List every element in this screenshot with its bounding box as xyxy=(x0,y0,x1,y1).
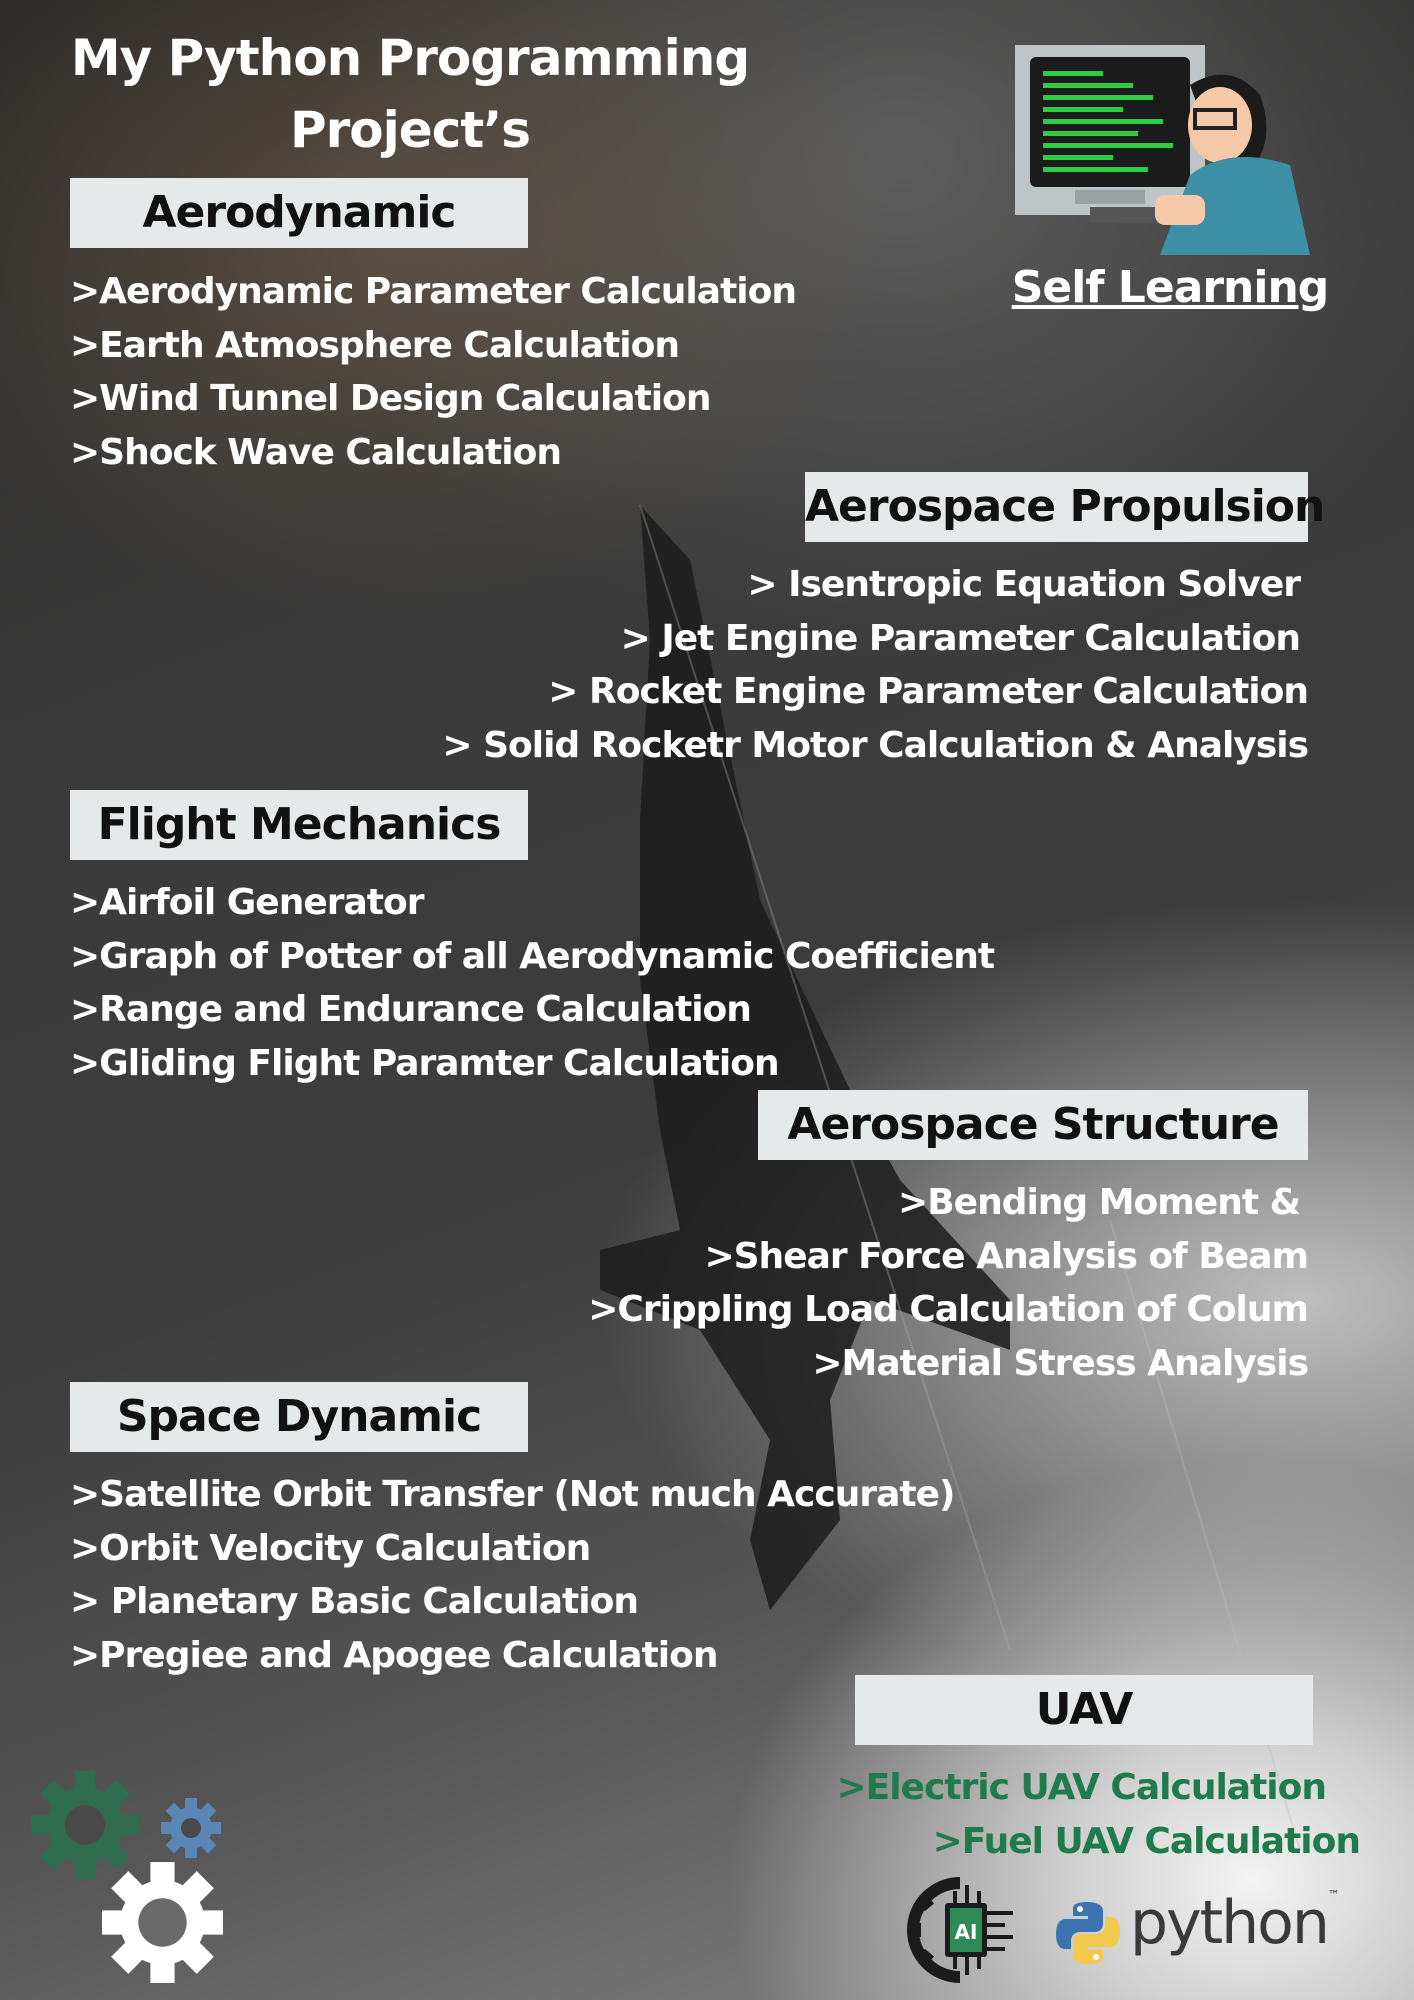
programmer-computer-icon xyxy=(1015,45,1310,255)
ai-chip-icon: AI xyxy=(907,1877,1013,1983)
list-item: > Jet Engine Parameter Calculation xyxy=(620,617,1301,659)
gear-icon xyxy=(161,1798,221,1858)
list-item: >Satellite Orbit Transfer (Not much Accu… xyxy=(70,1474,955,1515)
list-item: >Wind Tunnel Design Calculation xyxy=(70,378,711,419)
list-item: > Planetary Basic Calculation xyxy=(70,1581,639,1622)
list-item: >Fuel UAV Calculation xyxy=(932,1820,1361,1862)
space-dynamic-list: >Satellite Orbit Transfer (Not much Accu… xyxy=(70,1468,955,1682)
structure-list: >Bending Moment & >Shear Force Analysis … xyxy=(588,1176,1309,1390)
list-item: >Crippling Load Calculation of Colum xyxy=(588,1289,1309,1330)
flight-mechanics-list: >Airfoil Generator >Graph of Potter of a… xyxy=(70,876,995,1090)
list-item: >Airfoil Generator xyxy=(70,882,424,923)
python-logo-icon xyxy=(1056,1902,1120,1964)
list-item: >Orbit Velocity Calculation xyxy=(70,1527,591,1569)
self-learning-label: Self Learning xyxy=(1011,262,1330,313)
section-heading-structure: Aerospace Structure xyxy=(758,1090,1308,1160)
list-item: >Earth Atmosphere Calculation xyxy=(70,324,680,366)
section-heading-uav: UAV xyxy=(855,1675,1313,1745)
section-heading-propulsion: Aerospace Propulsion xyxy=(805,472,1325,542)
list-item: >Range and Endurance Calculation xyxy=(70,989,752,1030)
list-item: >Electric UAV Calculation xyxy=(836,1767,1327,1808)
gear-icon xyxy=(31,1771,139,1879)
python-text: python xyxy=(1130,1888,1330,1958)
uav-list: >Electric UAV Calculation >Fuel UAV Calc… xyxy=(836,1761,1361,1868)
list-item: >Gliding Flight Paramter Calculation xyxy=(70,1042,780,1084)
list-item: >Material Stress Analysis xyxy=(812,1342,1309,1384)
ai-chip-label: AI xyxy=(955,1920,978,1944)
section-heading-space-dynamic: Space Dynamic xyxy=(70,1382,528,1452)
list-item: >Pregiee and Apogee Calculation xyxy=(70,1634,718,1676)
aerodynamic-list: >Aerodynamic Parameter Calculation >Eart… xyxy=(70,265,797,479)
list-item: >Shock Wave Calculation xyxy=(70,431,562,473)
list-item: >Graph of Potter of all Aerodynamic Coef… xyxy=(70,935,995,977)
page-title: My Python Programming Project’s xyxy=(70,29,750,159)
gear-icon xyxy=(102,1862,223,1983)
propulsion-list: > Isentropic Equation Solver > Jet Engin… xyxy=(442,558,1309,772)
trademark-symbol: ™ xyxy=(1327,1888,1340,1902)
section-heading-flight-mechanics: Flight Mechanics xyxy=(70,790,528,860)
list-item: >Aerodynamic Parameter Calculation xyxy=(70,271,797,312)
list-item: >Shear Force Analysis of Beam xyxy=(704,1235,1309,1277)
python-wordmark: python™ xyxy=(1130,1888,1340,1958)
list-item: > Rocket Engine Parameter Calculation xyxy=(548,671,1309,712)
list-item: > Isentropic Equation Solver xyxy=(747,564,1301,605)
list-item: >Bending Moment & xyxy=(898,1182,1301,1223)
section-heading-aerodynamic: Aerodynamic xyxy=(70,178,528,248)
list-item: > Solid Rocketr Motor Calculation & Anal… xyxy=(442,724,1309,766)
